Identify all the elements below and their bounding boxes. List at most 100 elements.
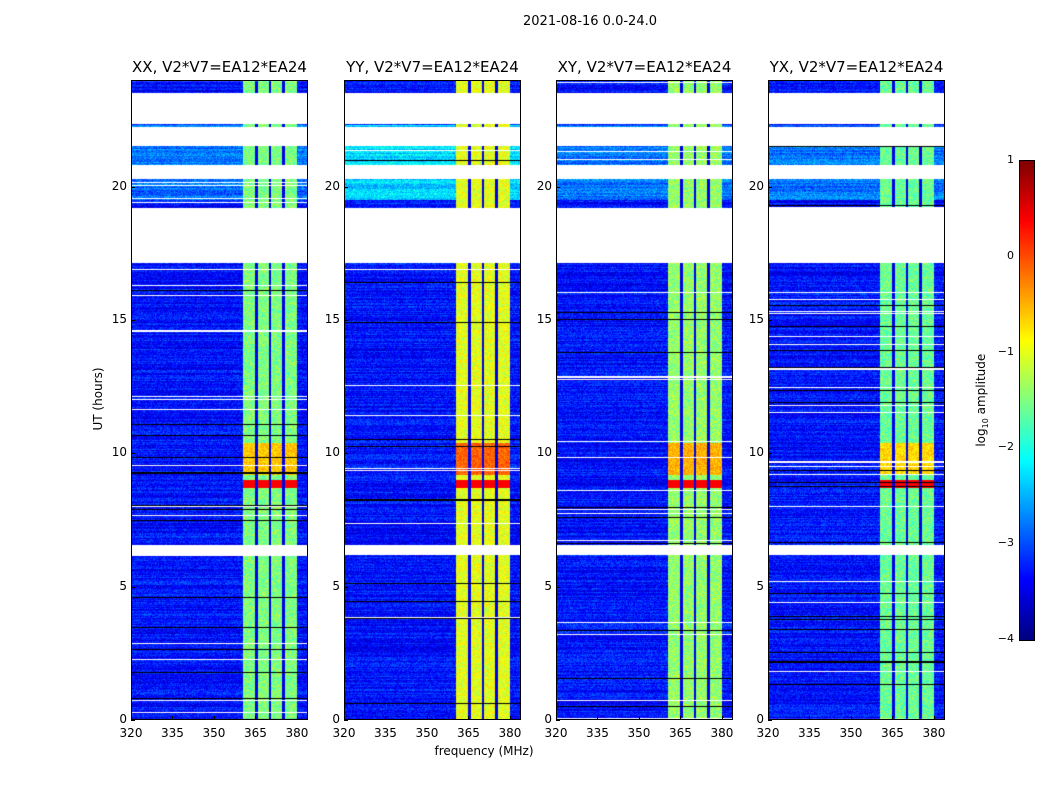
y-tick-mark — [344, 186, 348, 188]
x-tick-mark — [597, 716, 599, 720]
y-tick-label: 10 — [748, 445, 764, 460]
x-tick-mark — [213, 716, 215, 720]
y-tick-mark — [768, 586, 772, 588]
colorbar-tick-label: −2 — [997, 440, 1014, 454]
x-tick-mark — [638, 716, 640, 720]
colorbar-label: log10 amplitude — [973, 353, 991, 447]
y-tick-label: 0 — [756, 712, 764, 726]
y-axis-label: UT (hours) — [91, 367, 105, 431]
colorbar-tick-label: 1 — [1007, 153, 1014, 166]
x-tick-mark — [509, 716, 511, 720]
x-tick-mark — [468, 716, 470, 720]
x-tick-label: 320 — [332, 726, 356, 740]
y-tick-mark — [768, 453, 772, 455]
x-tick-label: 320 — [119, 726, 143, 740]
panel-title: XX, V2*V7=EA12*EA24 — [132, 58, 307, 76]
y-tick-label: 15 — [324, 312, 340, 326]
y-tick-mark — [131, 453, 135, 455]
x-axis-label: frequency (MHz) — [434, 744, 534, 758]
y-tick-label: 15 — [748, 312, 764, 326]
y-tick-label: 0 — [119, 712, 127, 726]
panel-title: XY, V2*V7=EA12*EA24 — [557, 58, 732, 76]
x-tick-mark — [344, 716, 345, 720]
x-tick-mark — [556, 716, 557, 720]
heatmap-image — [556, 80, 733, 720]
y-tick-label: 0 — [332, 712, 340, 726]
x-tick-mark — [850, 716, 852, 720]
x-tick-mark — [721, 716, 723, 720]
axes-frame — [556, 80, 733, 720]
x-tick-mark — [426, 716, 428, 720]
spectrogram-panel: XX, V2*V7=EA12*EA24 320 335 350 365 380 0 5 10 15… — [112, 58, 309, 740]
x-tick-mark — [255, 716, 257, 720]
y-tick-label: 5 — [119, 578, 127, 593]
x-tick-label: 365 — [669, 726, 692, 740]
y-tick-mark — [556, 320, 560, 321]
axes-frame — [344, 80, 521, 720]
x-tick-label: 350 — [202, 726, 226, 740]
x-tick-mark — [131, 716, 132, 720]
y-tick-mark — [556, 720, 560, 721]
x-tick-label: 320 — [756, 726, 780, 740]
y-tick-label: 15 — [536, 312, 552, 326]
heatmap-image — [768, 80, 945, 720]
y-tick-label: 10 — [536, 445, 552, 460]
heatmap-image — [131, 80, 308, 720]
colorbar — [1019, 160, 1035, 641]
y-tick-mark — [131, 720, 135, 721]
panel-title: YY, V2*V7=EA12*EA24 — [346, 58, 519, 76]
colorbar-tick-label: −3 — [997, 536, 1014, 550]
x-tick-mark — [809, 716, 811, 720]
colorbar-tick-label: −4 — [997, 632, 1014, 645]
x-tick-label: 350 — [839, 726, 863, 740]
x-tick-label: 380 — [285, 726, 309, 740]
y-tick-label: 5 — [756, 578, 764, 593]
x-tick-label: 365 — [457, 726, 480, 740]
y-tick-mark — [556, 186, 560, 188]
y-tick-label: 0 — [544, 712, 552, 726]
colorbar-tick-label: −1 — [997, 344, 1014, 358]
x-tick-mark — [933, 716, 935, 720]
y-tick-mark — [556, 586, 560, 588]
y-tick-mark — [768, 186, 772, 188]
x-tick-mark — [385, 716, 387, 720]
x-tick-label: 350 — [415, 726, 439, 740]
x-tick-mark — [680, 716, 682, 720]
spectrogram-panel: YY, V2*V7=EA12*EA24 320 335 350 365 380 0 5 10 15… — [325, 58, 522, 740]
spectrogram-panel: YX, V2*V7=EA12*EA24 320 335 350 365 380 0 5 10 15… — [749, 58, 946, 740]
y-tick-mark — [344, 586, 348, 588]
y-tick-mark — [131, 586, 135, 588]
x-tick-mark — [768, 716, 769, 720]
y-tick-mark — [131, 320, 135, 321]
y-tick-label: 20 — [536, 178, 552, 193]
x-tick-label: 335 — [374, 726, 397, 740]
y-tick-mark — [768, 320, 772, 321]
axes-frame — [131, 80, 308, 720]
y-tick-mark — [344, 453, 348, 455]
x-tick-mark — [172, 716, 174, 720]
x-tick-label: 380 — [922, 726, 946, 740]
y-tick-mark — [131, 186, 135, 188]
figure-title: 2021-08-16 0.0-24.0 — [523, 14, 657, 29]
x-tick-label: 380 — [710, 726, 734, 740]
y-tick-mark — [556, 453, 560, 455]
x-tick-label: 335 — [586, 726, 609, 740]
y-tick-label: 20 — [324, 178, 340, 193]
x-tick-mark — [296, 716, 298, 720]
axes-frame — [768, 80, 945, 720]
x-tick-mark — [892, 716, 894, 720]
y-tick-label: 10 — [111, 445, 127, 460]
x-tick-label: 380 — [498, 726, 522, 740]
colorbar-tick-label: 0 — [1007, 248, 1014, 262]
x-tick-label: 320 — [544, 726, 568, 740]
y-tick-mark — [344, 320, 348, 321]
panel-title: YX, V2*V7=EA12*EA24 — [769, 58, 944, 76]
spectrogram-panel: XY, V2*V7=EA12*EA24 320 335 350 365 380 0 5 10 15… — [537, 58, 734, 740]
x-tick-label: 335 — [161, 726, 184, 740]
x-tick-label: 365 — [244, 726, 267, 740]
y-tick-mark — [768, 720, 772, 721]
y-tick-label: 5 — [544, 578, 552, 593]
x-tick-label: 365 — [881, 726, 904, 740]
y-tick-label: 20 — [111, 178, 127, 193]
